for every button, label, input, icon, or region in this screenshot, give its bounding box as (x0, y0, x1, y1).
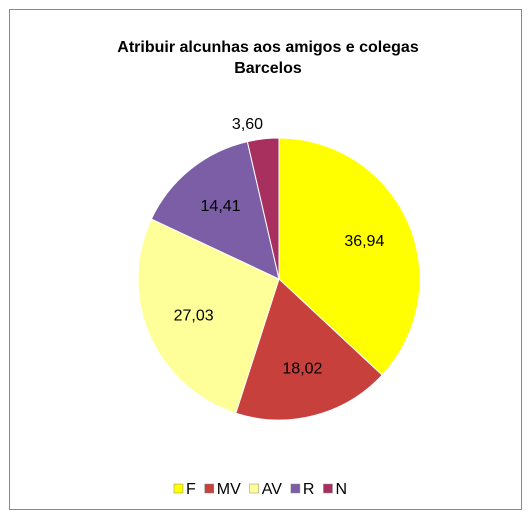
data-label: 3,60 (232, 116, 263, 133)
pie-slice (137, 218, 280, 414)
pie-slice (278, 137, 421, 376)
data-label: 18,02 (282, 360, 322, 377)
legend-label: AV (262, 481, 282, 498)
legend-marker (204, 483, 214, 494)
legend-label: N (335, 481, 347, 498)
data-label: 36,94 (344, 233, 384, 250)
legend-label: MV (217, 481, 241, 498)
chart-title: Barcelos (234, 60, 302, 77)
data-label: 27,03 (174, 307, 214, 324)
legend-marker (249, 483, 259, 494)
pie-slice (246, 137, 280, 280)
chart-title: Atribuir alcunhas aos amigos e colegas (117, 39, 419, 56)
legend-marker (173, 483, 184, 494)
pie-slice (150, 140, 280, 280)
legend-marker (323, 483, 333, 494)
data-label: 14,41 (201, 198, 241, 215)
legend-label: F (186, 481, 196, 498)
legend-marker (290, 483, 301, 494)
legend-label: R (303, 481, 315, 498)
pie-slice (235, 278, 383, 421)
